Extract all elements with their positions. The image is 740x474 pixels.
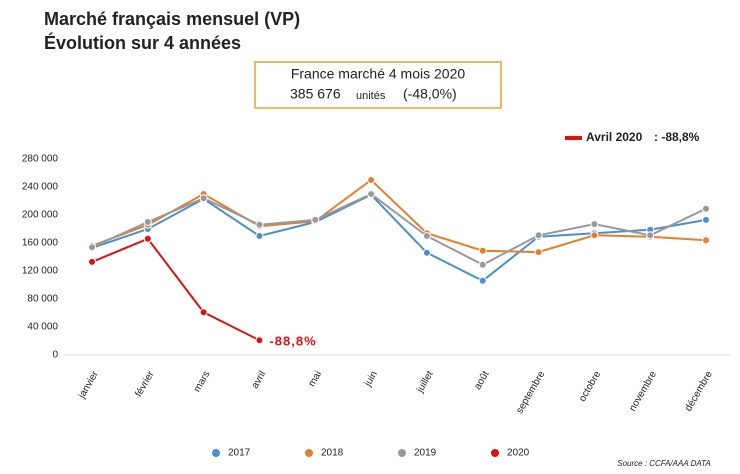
source: Source : CCFA/AAA DATA xyxy=(617,459,711,468)
data-point xyxy=(422,232,431,240)
chart-title: Marché français mensuel (VP) xyxy=(44,9,300,29)
x-tick-label: juin xyxy=(362,369,380,389)
highlight-value: : -88,8% xyxy=(654,130,700,144)
data-point xyxy=(88,243,96,252)
data-point xyxy=(702,204,710,213)
data-point xyxy=(422,248,431,257)
summary-change: (-48,0%) xyxy=(403,86,457,102)
data-point xyxy=(478,276,487,285)
y-tick-label: 40 000 xyxy=(27,322,58,333)
x-tick-label: septembre xyxy=(514,369,547,416)
x-tick-label: novembre xyxy=(627,369,659,413)
x-tick-label: février xyxy=(133,369,157,399)
series-line xyxy=(91,192,707,266)
y-tick-label: 0 xyxy=(52,350,58,361)
x-tick-label: mai xyxy=(307,369,325,388)
legend-label: 2020 xyxy=(507,448,530,459)
data-point xyxy=(534,248,543,257)
y-tick-label: 240 000 xyxy=(22,182,59,193)
data-point xyxy=(534,231,543,240)
legend-marker xyxy=(491,449,499,457)
series-line xyxy=(91,193,707,282)
data-point xyxy=(478,246,487,255)
data-point xyxy=(143,218,152,226)
x-tick-label: avril xyxy=(250,369,269,390)
summary-box xyxy=(254,61,502,109)
series-line xyxy=(91,178,707,254)
summary-line: France marché 4 mois 2020 xyxy=(291,66,466,82)
x-tick-label: juillet xyxy=(414,369,436,395)
data-point xyxy=(367,176,376,184)
annotation: -88,8% xyxy=(269,334,316,349)
data-point xyxy=(478,260,487,269)
x-tick-label: août xyxy=(472,369,491,392)
data-point xyxy=(311,215,320,224)
data-point xyxy=(646,231,655,240)
summary-value: 385 676 xyxy=(290,86,341,102)
data-point xyxy=(199,308,208,317)
y-tick-label: 160 000 xyxy=(22,238,59,249)
data-point xyxy=(88,257,96,266)
data-point xyxy=(199,194,208,203)
legend-label: 2017 xyxy=(228,448,251,459)
legend-label: 2018 xyxy=(321,448,344,459)
y-tick-label: 200 000 xyxy=(22,210,59,221)
y-tick-label: 120 000 xyxy=(22,266,59,277)
highlight-label: Avril 2020 xyxy=(586,130,643,144)
x-tick-label: décembre xyxy=(683,369,715,413)
data-point xyxy=(255,220,264,229)
x-tick-label: octobre xyxy=(577,369,603,404)
data-point xyxy=(143,234,152,243)
series-line xyxy=(91,237,260,342)
x-tick-label: mars xyxy=(192,369,213,394)
chart-subtitle: Évolution sur 4 années xyxy=(44,32,241,53)
legend-marker xyxy=(398,449,406,457)
legend-marker xyxy=(212,449,220,457)
summary-unit: unités xyxy=(356,90,386,102)
data-point xyxy=(590,220,599,229)
y-tick-label: 80 000 xyxy=(27,294,58,305)
data-point xyxy=(702,215,710,224)
y-tick-label: 280 000 xyxy=(22,154,59,165)
legend-label: 2019 xyxy=(414,448,437,459)
data-point xyxy=(255,336,264,345)
data-point xyxy=(367,190,376,198)
data-point xyxy=(702,236,710,245)
data-point xyxy=(590,231,599,240)
x-tick-label: janvier xyxy=(76,369,101,401)
legend-marker xyxy=(305,449,313,457)
data-point xyxy=(255,232,264,240)
